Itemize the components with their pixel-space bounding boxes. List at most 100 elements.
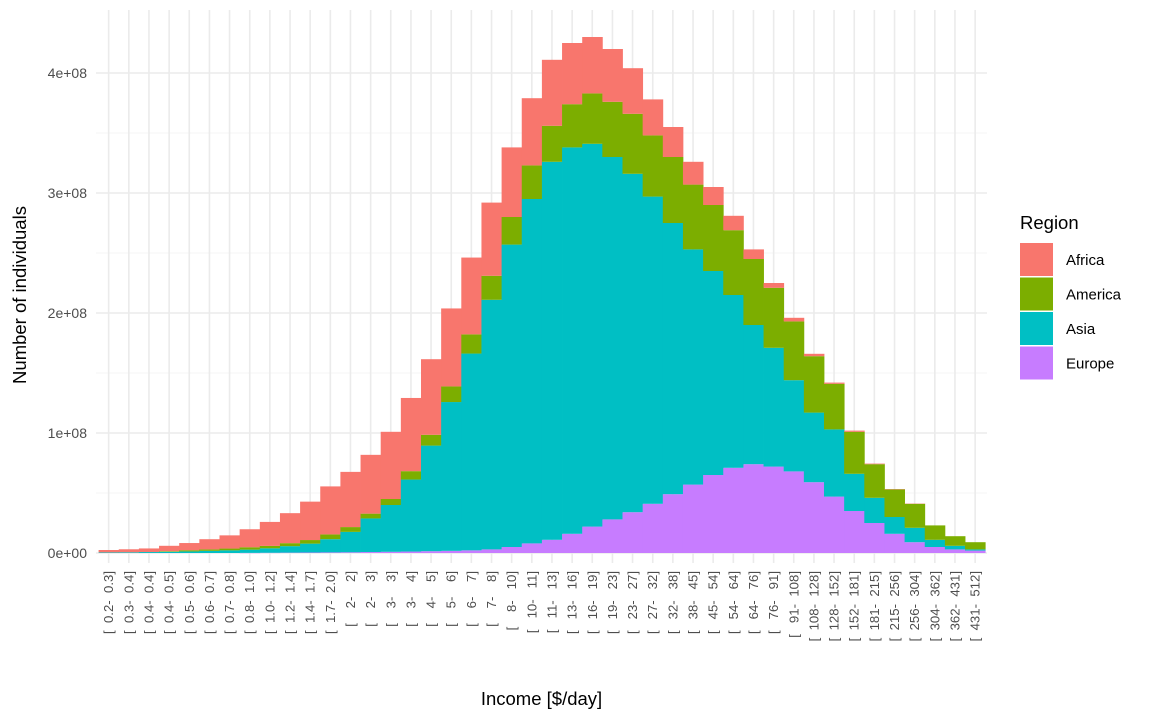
bar-africa — [159, 545, 180, 552]
legend-title: Region — [1020, 212, 1079, 233]
bar-asia — [320, 539, 341, 553]
bar-africa — [602, 49, 623, 102]
x-tick-label: [ 0.4- 0.4] — [141, 571, 156, 634]
bar-africa — [642, 99, 664, 136]
y-tick-label: 4e+08 — [48, 65, 88, 81]
bar-asia — [582, 143, 603, 527]
x-axis-ticks: [ 0.2- 0.3] [ 0.3- 0.4] [ 0.4- 0.4] [ 0.4- … — [101, 571, 982, 641]
bar-asia — [138, 552, 160, 553]
bar-asia — [602, 157, 623, 520]
bar-africa — [138, 548, 160, 553]
x-tick-label: [ 215- 256] — [887, 571, 902, 641]
x-tick-label: [ 128- 152] — [827, 571, 842, 641]
bar-america — [441, 386, 462, 403]
bar-america — [360, 513, 382, 519]
bar-asia — [743, 325, 764, 465]
bar-asia — [199, 550, 220, 553]
bar-america — [703, 205, 724, 271]
x-tick-label: [ 152- 181] — [847, 571, 862, 641]
bar-asia — [662, 223, 684, 495]
bar-europe — [400, 551, 422, 553]
bar-africa — [461, 257, 482, 335]
bar-africa — [662, 127, 684, 157]
bar-europe — [380, 551, 402, 553]
bar-america — [723, 230, 744, 295]
bar-europe — [461, 550, 482, 553]
x-tick-label: [ 304- 362] — [927, 571, 942, 641]
bar-europe — [884, 533, 905, 553]
bar-africa — [541, 59, 563, 126]
bar-america — [783, 321, 805, 381]
bar-asia — [421, 445, 442, 552]
bar-europe — [743, 464, 764, 553]
bar-europe — [864, 523, 885, 553]
bar-america — [219, 548, 241, 551]
bar-america — [481, 275, 502, 300]
bar-africa — [803, 353, 825, 357]
bar-africa — [199, 539, 220, 550]
bar-africa — [864, 463, 885, 465]
bar-america — [239, 547, 261, 550]
x-tick-label: [ 13- 16] — [565, 571, 580, 634]
x-tick-label: [ 5- 6] — [444, 571, 459, 627]
bar-america — [199, 549, 220, 551]
x-tick-label: [ 1.7- 2.0] — [323, 571, 338, 634]
bar-asia — [441, 402, 462, 551]
bar-asia — [380, 505, 402, 552]
bar-asia — [783, 380, 805, 472]
legend-label-europe: Europe — [1066, 356, 1114, 373]
bar-asia — [763, 347, 785, 467]
legend-label-asia: Asia — [1066, 321, 1096, 338]
bar-europe — [541, 539, 563, 553]
bar-africa — [622, 68, 644, 114]
bar-asia — [400, 479, 422, 552]
bar-asia — [824, 429, 845, 497]
bar-africa — [441, 308, 462, 387]
x-tick-label: [ 45- 54] — [706, 571, 721, 634]
x-tick-label: [ 0.8- 1.0] — [242, 571, 257, 634]
bar-africa — [844, 430, 865, 432]
x-tick-label: [ 7- 8] — [484, 571, 499, 627]
bar-europe — [763, 466, 785, 553]
bar-europe — [924, 547, 946, 553]
bar-asia — [179, 551, 200, 553]
bar-europe — [904, 542, 926, 553]
x-tick-label: [ 8- 10] — [504, 571, 519, 630]
legend-swatch-europe — [1020, 346, 1053, 380]
bar-europe — [622, 512, 644, 553]
bar-asia — [98, 552, 120, 553]
bar-africa — [179, 543, 200, 551]
bar-america — [521, 165, 543, 199]
x-tick-label: [ 19- 23] — [605, 571, 620, 634]
bar-europe — [501, 547, 523, 553]
bar-africa — [98, 550, 120, 553]
bar-asia — [360, 518, 382, 553]
bar-europe — [662, 494, 684, 553]
bar-europe — [340, 552, 361, 553]
bar-africa — [783, 317, 805, 322]
bar-africa — [380, 431, 402, 499]
bar-europe — [682, 484, 704, 553]
x-axis-title: Income [$/day] — [481, 688, 602, 709]
bar-asia — [521, 199, 543, 544]
bar-africa — [743, 249, 764, 259]
y-tick-label: 0e+00 — [48, 545, 88, 561]
bar-america — [844, 431, 865, 474]
bar-america — [179, 550, 200, 552]
bar-europe — [824, 496, 845, 553]
bar-africa — [118, 549, 140, 553]
bar-america — [884, 489, 905, 517]
legend-items: Africa America Asia Europe — [1020, 243, 1122, 380]
legend-swatch-asia — [1020, 312, 1053, 345]
bar-europe — [965, 550, 986, 553]
x-tick-label: [ 3- 3] — [383, 571, 398, 627]
bar-asia — [501, 244, 523, 547]
bar-america — [159, 551, 180, 552]
bar-america — [380, 499, 402, 505]
legend-swatch-america — [1020, 277, 1053, 311]
x-tick-label: [ 38- 45] — [686, 571, 701, 634]
bar-africa — [421, 359, 442, 435]
x-tick-label: [ 431- 512] — [968, 571, 983, 641]
bar-europe — [481, 549, 502, 553]
